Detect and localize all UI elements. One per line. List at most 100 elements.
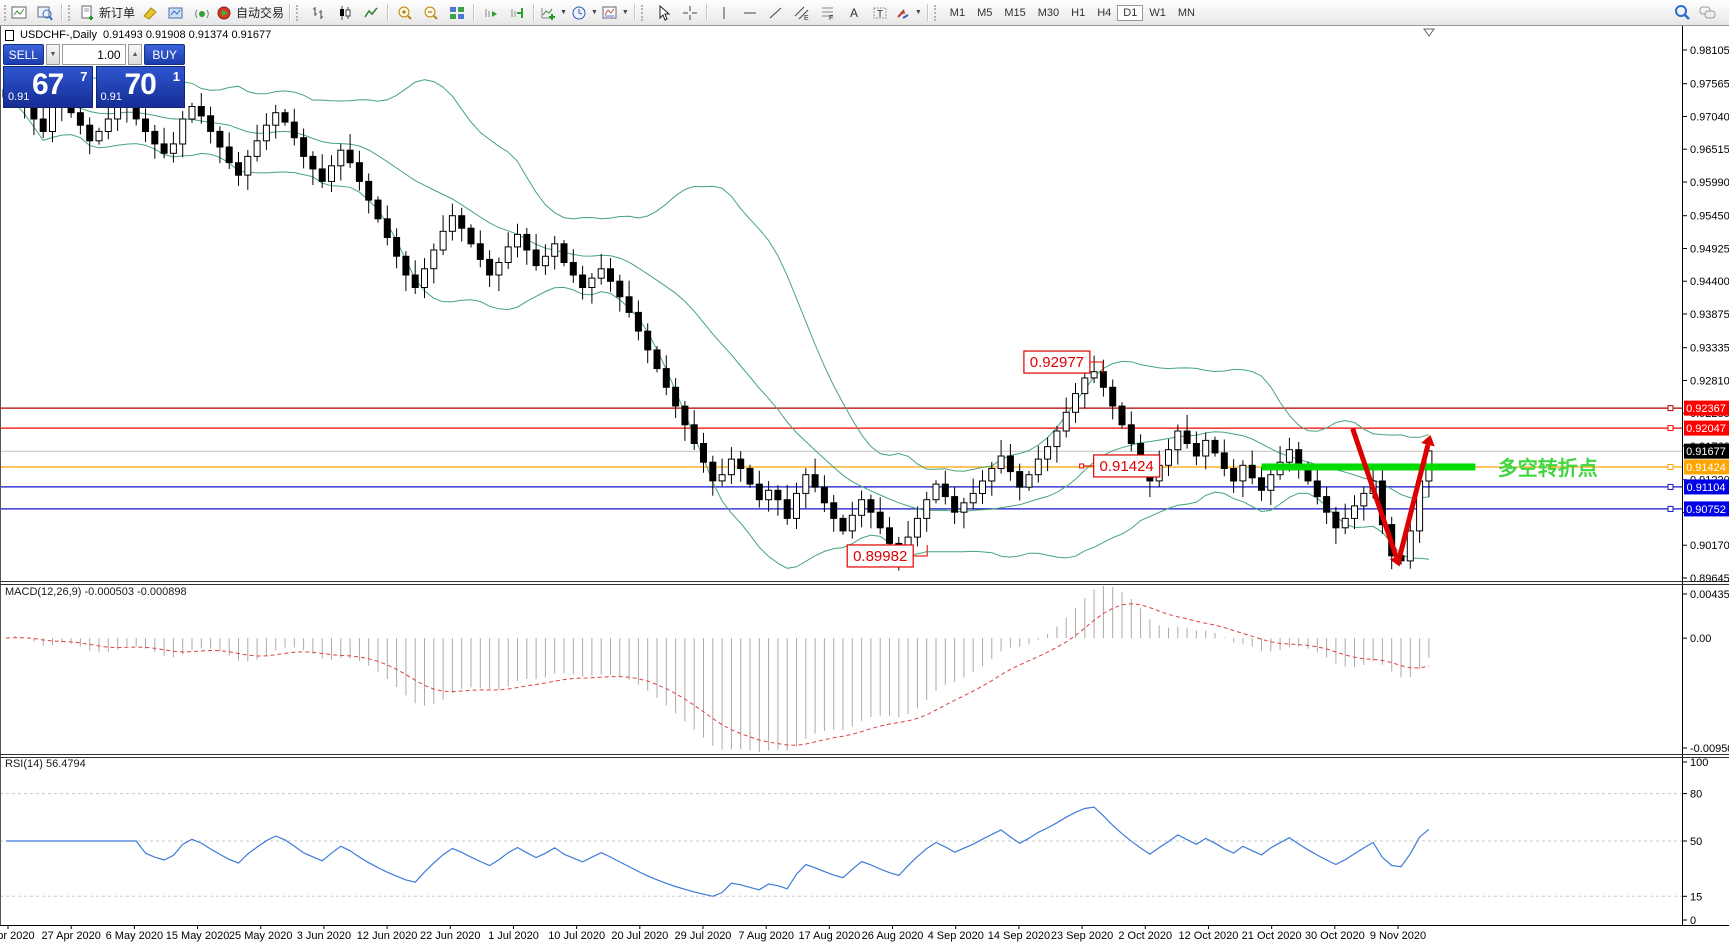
candle-body — [169, 143, 177, 154]
candle-body — [346, 149, 354, 164]
buy-price-base: 0.91 — [100, 91, 122, 103]
trend-arrow[interactable] — [1350, 427, 1399, 558]
text-label-icon[interactable]: T — [867, 3, 893, 23]
new-order-button[interactable]: 新订单 — [78, 3, 137, 23]
signal-icon[interactable] — [189, 3, 215, 23]
tf-mn[interactable]: MN — [1177, 6, 1195, 19]
template-icon — [602, 6, 617, 18]
price-axis[interactable]: 0.98105 0.97565 0.97040 0.96515 0.95990 0.954… — [1682, 45, 1729, 927]
candle-body — [1081, 377, 1089, 395]
toolbar-handle[interactable] — [68, 4, 74, 21]
chat-icon[interactable] — [1695, 3, 1721, 23]
cursor-icon[interactable] — [651, 3, 677, 23]
buy-button[interactable]: BUY — [144, 44, 185, 65]
periods-button[interactable]: ▼ — [569, 3, 600, 23]
candle-body — [830, 502, 838, 519]
svg-text:29 Jul 2020: 29 Jul 2020 — [675, 930, 732, 942]
price-annotation[interactable]: 0.91424 — [1079, 454, 1161, 478]
toolbar-handle[interactable] — [4, 4, 10, 21]
horizontal-line-icon[interactable] — [737, 3, 763, 23]
macd-pane — [5, 586, 1430, 752]
volume-input[interactable]: 1.00 — [62, 44, 126, 65]
candle-body — [262, 124, 270, 142]
svg-text:E: E — [804, 15, 809, 21]
sell-button[interactable]: SELL — [3, 44, 44, 65]
volume-decrease-button[interactable]: ▼ — [45, 44, 61, 65]
macd-signal-line — [5, 603, 1430, 746]
toolbar-separator — [387, 4, 390, 21]
one-click-trading-panel: SELL ▼ 1.00 ▲ BUY 0.91 67 7 0.91 70 1 — [3, 44, 185, 108]
candle-body — [309, 155, 317, 170]
svg-text:0.004351: 0.004351 — [1690, 589, 1729, 601]
fibonacci-icon[interactable]: F — [815, 3, 841, 23]
price-annotation[interactable]: 0.89982 — [846, 544, 928, 568]
chart-canvas[interactable]: 多空转折点 0.92977 0.91424 0.89982 0.98105 0.97565… — [0, 25, 1729, 942]
search-icon[interactable] — [1669, 3, 1695, 23]
tf-m5[interactable]: M5 — [977, 6, 993, 19]
toolbar-handle[interactable] — [640, 4, 647, 21]
shapes-button[interactable]: ▼ — [893, 3, 924, 23]
toolbar-handle[interactable] — [933, 4, 940, 21]
cn-annotation[interactable]: 多空转折点 — [1498, 456, 1598, 480]
ohlc-quote: 0.91493 0.91908 0.91374 0.91677 — [103, 29, 272, 41]
svg-text:1 Jul 2020: 1 Jul 2020 — [488, 930, 539, 942]
candle-body — [1044, 446, 1052, 460]
highlighter-icon[interactable] — [137, 3, 163, 23]
tf-d1[interactable]: D1 — [1117, 4, 1144, 21]
toolbar-handle[interactable] — [296, 4, 302, 21]
hline-handle — [1667, 505, 1674, 512]
candle-body — [672, 386, 680, 407]
text-icon[interactable]: A — [841, 3, 867, 23]
auto-trading-button[interactable]: 自动交易 — [215, 3, 286, 23]
zoom-in-icon[interactable] — [392, 3, 418, 23]
trend-bar[interactable] — [1261, 463, 1476, 471]
candle-body — [160, 143, 168, 154]
tile-windows-icon[interactable] — [444, 3, 470, 23]
tf-m30[interactable]: M30 — [1037, 6, 1060, 19]
channel-icon[interactable]: E — [789, 3, 815, 23]
crosshair-icon[interactable] — [677, 3, 703, 23]
chart-window[interactable]: 多空转折点 0.92977 0.91424 0.89982 0.98105 0.97565… — [0, 25, 1729, 942]
data-window-icon[interactable] — [32, 3, 58, 23]
vertical-line-icon[interactable] — [711, 3, 737, 23]
publish-icon[interactable] — [163, 3, 189, 23]
sell-price-panel[interactable]: 0.91 67 7 — [3, 66, 93, 108]
line-chart-icon[interactable] — [358, 3, 384, 23]
candlestick-chart-icon[interactable] — [332, 3, 358, 23]
svg-text:26 Aug 2020: 26 Aug 2020 — [862, 930, 924, 942]
svg-text:-0.009504: -0.009504 — [1690, 743, 1729, 755]
auto-scroll-icon[interactable] — [478, 3, 504, 23]
toolbar-separator — [473, 4, 476, 21]
chevron-down-icon: ▼ — [914, 9, 922, 16]
svg-text:15 May 2020: 15 May 2020 — [166, 930, 230, 942]
candle-body — [1360, 492, 1368, 507]
tf-w1[interactable]: W1 — [1149, 6, 1166, 19]
charts-icon[interactable] — [6, 3, 32, 23]
svg-text:0.93335: 0.93335 — [1690, 343, 1729, 355]
chart-shift-marker[interactable] — [1423, 28, 1435, 37]
bar-chart-icon[interactable] — [306, 3, 332, 23]
candle-body — [142, 118, 149, 132]
tf-m15[interactable]: M15 — [1004, 6, 1026, 19]
zoom-out-icon[interactable] — [418, 3, 444, 23]
trend-arrow[interactable] — [1397, 444, 1431, 556]
candle-body — [1313, 480, 1321, 498]
tf-m1[interactable]: M1 — [949, 6, 966, 19]
candle-body — [681, 405, 689, 426]
trendline-icon[interactable] — [763, 3, 789, 23]
svg-text:0.89982: 0.89982 — [853, 548, 907, 565]
buy-price-panel[interactable]: 0.91 70 1 — [95, 66, 185, 108]
svg-text:21 Oct 2020: 21 Oct 2020 — [1242, 930, 1302, 942]
tf-h4[interactable]: H4 — [1097, 6, 1112, 19]
tf-h1[interactable]: H1 — [1071, 6, 1086, 19]
price-annotation[interactable]: 0.92977 — [1023, 350, 1104, 374]
candle-body — [235, 162, 242, 176]
chart-shift-icon[interactable] — [504, 3, 530, 23]
svg-text:0.91104: 0.91104 — [1687, 482, 1726, 494]
indicators-button[interactable]: ▼ — [538, 3, 569, 23]
volume-increase-button[interactable]: ▲ — [127, 44, 143, 65]
candle-body — [1127, 424, 1135, 444]
templates-button[interactable]: ▼ — [600, 3, 631, 23]
